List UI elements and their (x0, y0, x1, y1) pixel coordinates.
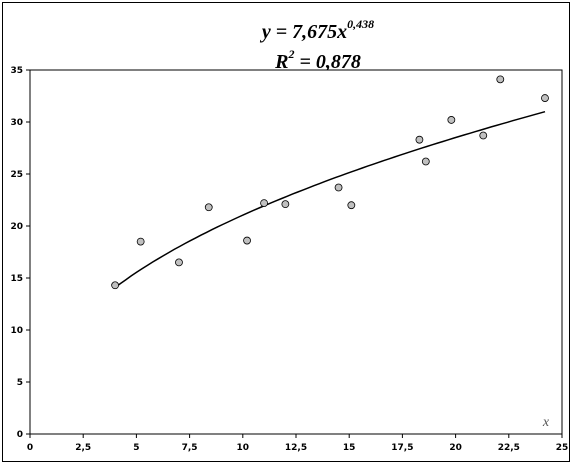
equation-exponent: 0,438 (347, 17, 374, 31)
equation-lhs: y = 7,675x (260, 21, 347, 43)
x-tick-label: 2,5 (75, 443, 91, 453)
y-tick-label: 0 (17, 430, 23, 440)
x-axis-label: x (542, 415, 550, 430)
y-tick-label: 10 (10, 326, 23, 336)
data-point (496, 75, 505, 84)
data-point (347, 201, 356, 210)
x-tick-label: 17,5 (391, 443, 413, 453)
x-tick-label: 0 (27, 443, 33, 453)
y-tick-label: 20 (10, 222, 23, 232)
y-axis: 0 5 10 15 20 25 30 35 (10, 66, 30, 440)
y-tick-label: 25 (10, 170, 23, 180)
x-tick-label: 7,5 (182, 443, 198, 453)
data-point (415, 135, 424, 144)
x-tick-label: 25 (556, 443, 569, 453)
data-point (260, 199, 268, 208)
y-tick-label: 5 (17, 378, 23, 388)
y-tick-label: 30 (10, 118, 23, 128)
r-squared-value: = 0,878 (294, 51, 360, 73)
data-point (204, 203, 213, 212)
data-point (281, 200, 290, 209)
data-point (421, 157, 430, 166)
y-tick-label: 15 (10, 274, 23, 284)
data-point (447, 116, 456, 124)
data-points (111, 75, 549, 290)
data-point (111, 281, 120, 290)
trendline (114, 110, 546, 289)
r-squared-title: R2 = 0,878 (274, 47, 361, 73)
data-point (243, 236, 251, 245)
plot-area (29, 69, 563, 435)
x-tick-label: 10 (237, 443, 250, 453)
x-tick-label: 12,5 (285, 443, 307, 453)
x-tick-label: 22,5 (498, 443, 520, 453)
data-point (136, 237, 145, 246)
data-point (334, 183, 343, 192)
data-point (479, 131, 488, 140)
data-point (175, 258, 183, 267)
x-tick-label: 5 (133, 443, 139, 453)
x-tick-label: 20 (449, 443, 462, 453)
y-tick-label: 35 (10, 66, 23, 76)
x-axis: 0 2,5 5 7,5 10 12,5 15 17,5 20 22,5 25 (27, 434, 568, 453)
r-squared-symbol: R (274, 51, 288, 73)
x-tick-label: 15 (343, 443, 356, 453)
data-point (541, 94, 549, 102)
r-squared-exponent: 2 (287, 47, 294, 61)
equation-title: y = 7,675x0,438 (260, 17, 374, 43)
